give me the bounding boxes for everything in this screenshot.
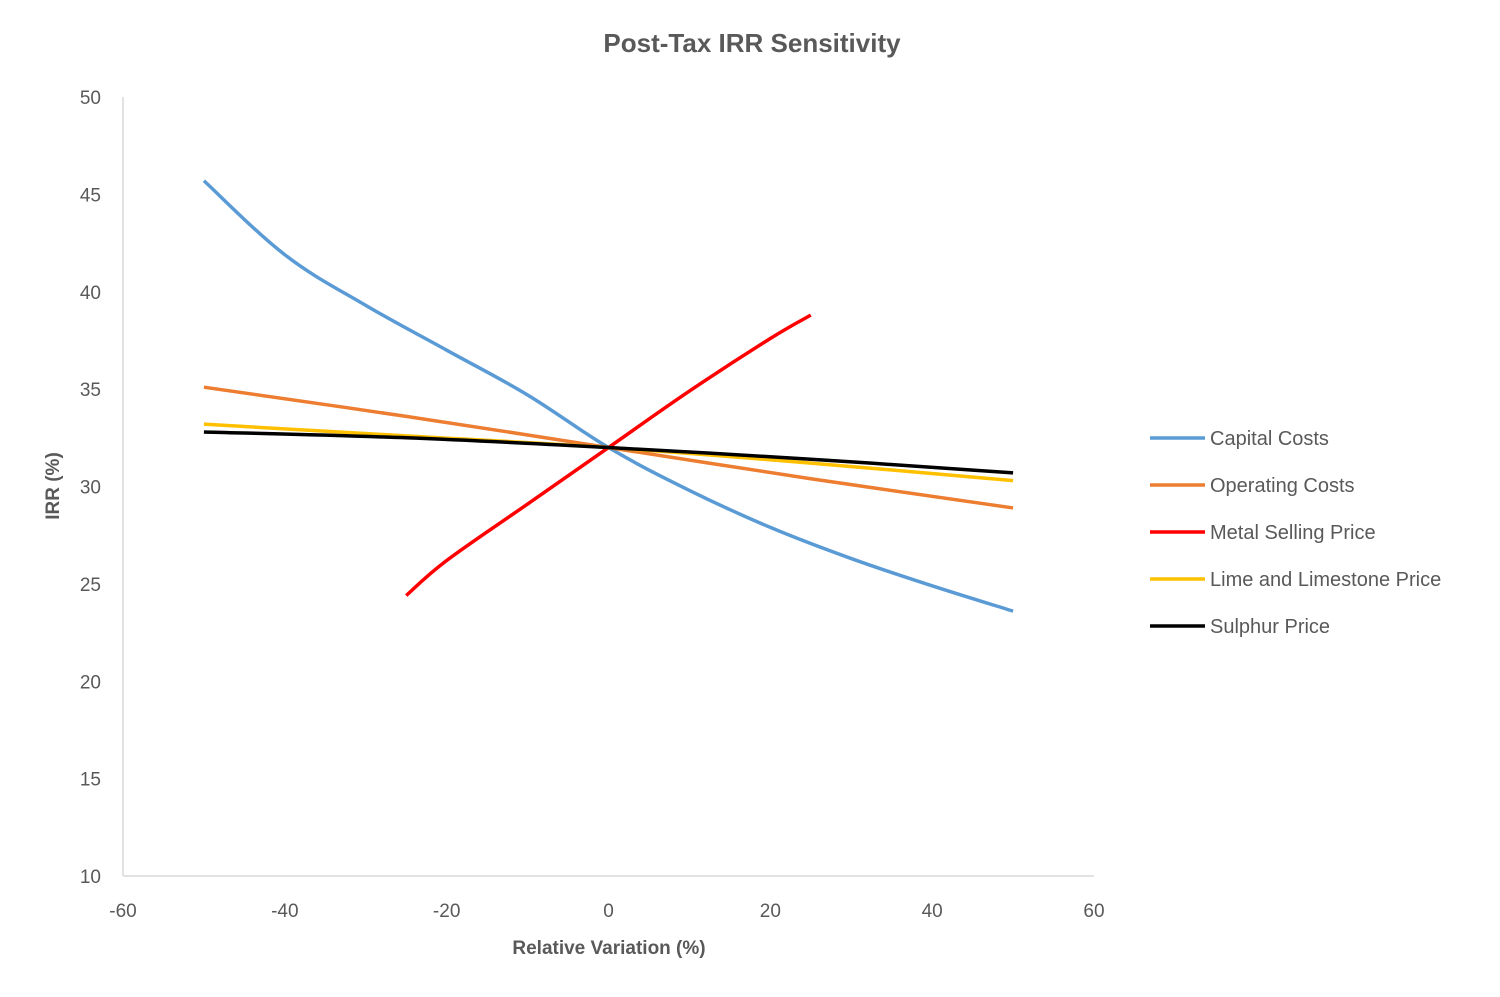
y-tick-label: 40	[80, 283, 101, 304]
legend-label: Metal Selling Price	[1210, 522, 1376, 544]
x-tick-label: -20	[433, 901, 460, 922]
y-tick-label: 35	[80, 380, 101, 401]
x-tick-label: -40	[271, 901, 298, 922]
legend: Capital Costs Operating Costs Metal Sellin…	[1150, 428, 1441, 638]
legend-item-capital-costs: Capital Costs	[1150, 428, 1329, 450]
x-tick-label: 20	[760, 901, 781, 922]
y-tick-label: 45	[80, 185, 101, 206]
y-tick-label: 15	[80, 770, 101, 791]
x-axis-title: Relative Variation (%)	[512, 938, 705, 959]
x-tick-label: 0	[603, 901, 614, 922]
legend-label: Operating Costs	[1210, 475, 1355, 497]
legend-item-operating-costs: Operating Costs	[1150, 475, 1355, 497]
x-tick-label: -60	[109, 901, 136, 922]
chart-title: Post-Tax IRR Sensitivity	[603, 28, 901, 58]
y-tick-label: 50	[80, 88, 101, 109]
y-axis-title: IRR (%)	[43, 452, 64, 520]
series-line-capital-costs	[202, 179, 1014, 613]
plot-axes	[122, 97, 1094, 877]
legend-label: Sulphur Price	[1210, 616, 1330, 638]
series-line-lime-and-limestone-price	[203, 422, 1014, 483]
y-tick-label: 30	[80, 478, 101, 499]
legend-label: Capital Costs	[1210, 428, 1329, 450]
legend-item-sulphur-price: Sulphur Price	[1150, 616, 1330, 638]
y-tick-labels: 10 15 20 25 30 35 40 45 50	[80, 88, 101, 888]
series-line-sulphur-price	[203, 430, 1014, 475]
legend-item-metal-selling-price: Metal Selling Price	[1150, 522, 1376, 544]
legend-item-lime-and-limestone-price: Lime and Limestone Price	[1150, 569, 1441, 591]
x-tick-label: 40	[922, 901, 943, 922]
y-tick-label: 20	[80, 672, 101, 693]
series-lines	[202, 179, 1014, 613]
y-tick-label: 25	[80, 575, 101, 596]
y-tick-label: 10	[80, 867, 101, 888]
x-tick-labels: -60 -40 -20 0 20 40 60	[109, 901, 1104, 922]
legend-label: Lime and Limestone Price	[1210, 569, 1441, 591]
x-tick-label: 60	[1083, 901, 1104, 922]
